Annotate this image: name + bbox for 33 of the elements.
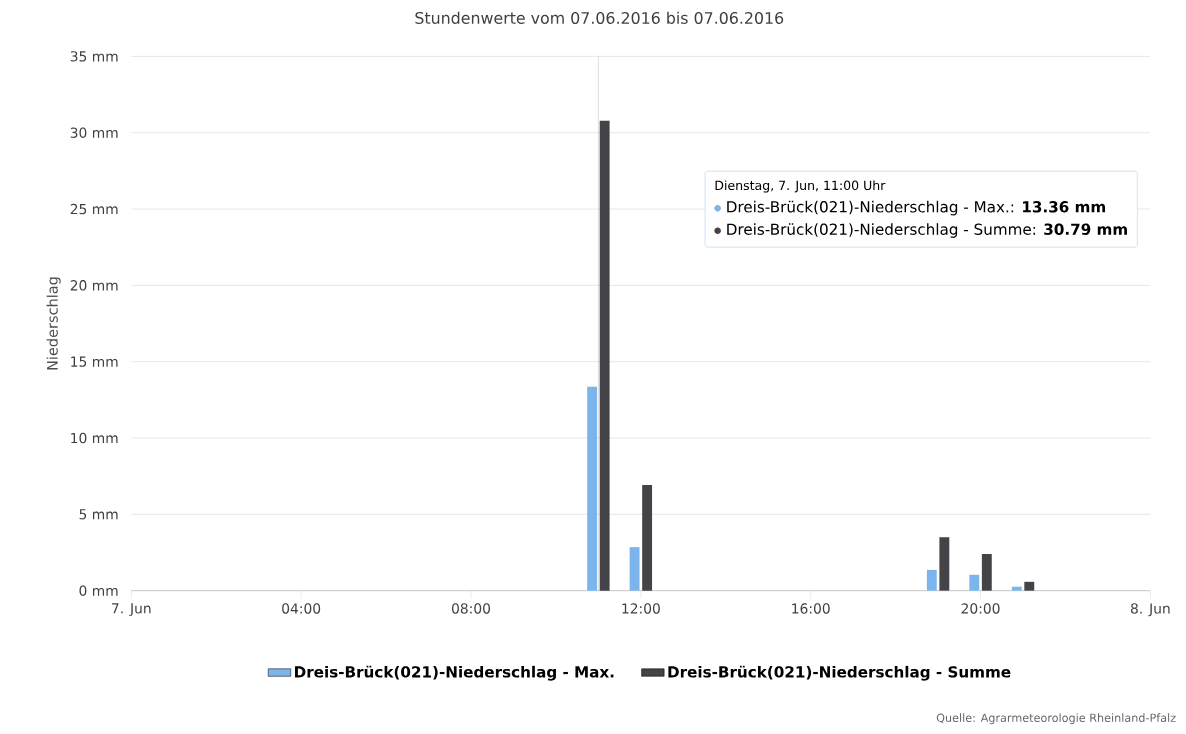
y-tick-label: 35 mm — [70, 51, 118, 62]
x-tick-label: 8. Jun — [1130, 603, 1170, 617]
y-tick-label: 25 mm — [70, 203, 118, 215]
x-tick-label: 08:00 — [451, 603, 491, 614]
bar — [981, 553, 992, 591]
annotation: Dreis-Brück(021)-Niederschlag - Summe: 30.79 mm — [727, 223, 1127, 238]
bar — [1011, 586, 1022, 591]
bar — [969, 574, 980, 591]
bar — [1024, 581, 1035, 591]
y-tick-label: 0 mm — [79, 585, 118, 596]
bar — [599, 120, 610, 591]
chart-title: Stundenwerte vom 07.06.2016 bis 07.06.2016 — [415, 11, 784, 24]
y-tick-label: 30 mm — [70, 127, 118, 138]
x-tick-label: 16:00 — [792, 603, 830, 614]
annotation: Dreis-Brück(021)-Niederschlag - Max.: 13.36 mm — [727, 200, 1106, 216]
y-tick-label: 10 mm — [71, 432, 118, 444]
source-note: Quelle: Agrarmeteorologie Rheinland-Pfalz — [936, 713, 1176, 725]
y-axis-title: Niederschlag — [46, 277, 61, 370]
x-tick-label: 12:00 — [622, 603, 660, 614]
bar — [587, 386, 598, 591]
y-tick-label: 15 mm — [71, 356, 118, 367]
x-tick-label: 7. Jun — [112, 603, 151, 617]
bar — [629, 547, 640, 591]
legend-label: Dreis-Brück(021)-Niederschlag - Summe — [668, 665, 1011, 681]
x-tick-label: 20:00 — [961, 603, 1000, 614]
bar — [926, 569, 937, 591]
y-tick-label: 20 mm — [70, 280, 118, 291]
x-tick-label: 04:00 — [282, 603, 321, 614]
bar — [939, 537, 950, 591]
annotation: Dienstag, 7. Jun, 11:00 Uhr — [715, 180, 886, 193]
y-tick-label: 5 mm — [79, 509, 118, 520]
bar — [642, 484, 653, 591]
legend-label: Dreis-Brück(021)-Niederschlag - Max. — [295, 665, 614, 681]
